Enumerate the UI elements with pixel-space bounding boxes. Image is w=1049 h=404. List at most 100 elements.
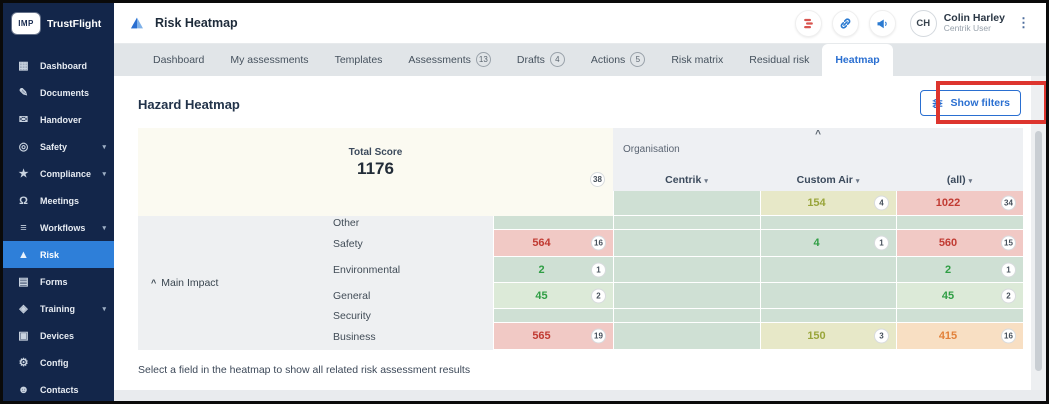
list-icon: ≡ — [20, 221, 27, 234]
heatmap-cell[interactable] — [613, 230, 760, 257]
scrollbar-thumb[interactable] — [1035, 131, 1042, 371]
page-title: Risk Heatmap — [155, 16, 238, 30]
sidebar-item-handover[interactable]: ✉ Handover — [3, 106, 114, 133]
section-title: Hazard Heatmap — [138, 97, 240, 112]
heatmap-cell[interactable]: 45 2 — [493, 283, 613, 309]
tab-label: Drafts — [516, 54, 545, 66]
total-score-block[interactable]: Total Score 1176 38 — [138, 128, 613, 216]
heatmap-cell[interactable]: 1022 34 — [896, 191, 1023, 216]
cell-count-badge: 2 — [591, 288, 606, 303]
announcements-button[interactable] — [868, 9, 896, 37]
tab-risk-matrix[interactable]: Risk matrix — [658, 44, 736, 76]
column-header-all[interactable]: (all) ▾ — [896, 174, 1023, 186]
collapse-caret-icon: ^ — [151, 278, 157, 288]
heatmap-cell[interactable]: 154 4 — [760, 191, 896, 216]
heatmap-cell[interactable] — [613, 257, 760, 283]
sidebar-item-label: Dashboard — [40, 60, 88, 71]
sidebar-item-devices[interactable]: ▣ Devices — [3, 322, 114, 349]
cell-count-badge: 4 — [874, 195, 889, 211]
column-header-custom-air[interactable]: Custom Air ▾ — [760, 174, 896, 186]
heatmap-cell[interactable] — [613, 283, 760, 309]
sidebar-item-workflows[interactable]: ≡ Workflows ▾ — [3, 214, 114, 241]
sidebar-item-forms[interactable]: ▤ Forms — [3, 268, 114, 295]
heatmap-cell[interactable]: 565 19 — [493, 323, 613, 350]
heatmap-row-business: 565 19 150 3 415 16 — [493, 323, 1023, 350]
heatmap-cell[interactable] — [760, 216, 896, 230]
heatmap-cell[interactable]: 45 2 — [896, 283, 1023, 309]
link-icon — [840, 17, 851, 29]
sidebar-item-label: Meetings — [40, 195, 80, 206]
heatmap-cell[interactable]: 564 16 — [493, 230, 613, 257]
heatmap-cell[interactable] — [493, 216, 613, 230]
sidebar-item-label: Risk — [40, 249, 60, 260]
sidebar-item-risk[interactable]: ▲ Risk — [3, 241, 114, 268]
heatmap-cell[interactable]: 150 3 — [760, 323, 896, 350]
hazard-heatmap-table: Total Score 1176 38 ^ Organisation Centr… — [138, 128, 1023, 350]
chevron-down-icon: ▾ — [968, 178, 973, 185]
heatmap-cell[interactable] — [613, 191, 760, 216]
heatmap-cell[interactable] — [613, 323, 760, 350]
tab-actions[interactable]: Actions 5 — [578, 44, 658, 76]
tab-assessments[interactable]: Assessments 13 — [395, 44, 503, 76]
tasks-button[interactable] — [794, 9, 822, 37]
heatmap-cell[interactable] — [760, 283, 896, 309]
row-label-other: Other — [333, 217, 360, 229]
envelope-icon: ✉ — [18, 114, 29, 126]
organisation-header-block: ^ Organisation Centrik ▾ Custom Air ▾ (all… — [613, 128, 1023, 191]
tab-drafts[interactable]: Drafts 4 — [504, 44, 578, 76]
tab-label: My assessments — [230, 54, 309, 66]
heatmap-cell[interactable] — [896, 309, 1023, 323]
heatmap-cell[interactable]: 560 15 — [896, 230, 1023, 257]
sidebar-item-dashboard[interactable]: ▦ Dashboard — [3, 52, 114, 79]
links-button[interactable] — [831, 9, 859, 37]
row-label-general: General — [333, 290, 371, 302]
sidebar: IMP TrustFlight ▦ Dashboard ✎ Documents … — [3, 3, 114, 401]
heatmap-cell[interactable]: 415 16 — [896, 323, 1023, 350]
sidebar-item-compliance[interactable]: ★ Compliance ▾ — [3, 160, 114, 187]
cell-value: 150 — [807, 330, 826, 342]
heatmap-cell[interactable] — [613, 309, 760, 323]
cell-value: 1022 — [935, 197, 961, 209]
sidebar-item-documents[interactable]: ✎ Documents — [3, 79, 114, 106]
overflow-menu-icon[interactable]: ⋮ — [1017, 15, 1030, 30]
sidebar-item-safety[interactable]: ◎ Safety ▾ — [3, 133, 114, 160]
avatar[interactable]: CH — [909, 9, 937, 37]
cell-value: 2 — [538, 263, 545, 276]
chevron-down-icon: ▾ — [102, 305, 106, 313]
heatmap-cell[interactable] — [613, 216, 760, 230]
page-bottom-gutter — [114, 390, 1046, 401]
show-filters-button[interactable]: Show filters — [920, 90, 1021, 116]
user-block[interactable]: Colin Harley Centrik User — [944, 12, 1005, 34]
heatmap-hint-text: Select a field in the heatmap to show al… — [138, 364, 471, 376]
chevron-down-icon: ▾ — [102, 170, 106, 178]
brand[interactable]: IMP TrustFlight — [3, 3, 114, 44]
tab-my-assessments[interactable]: My assessments — [217, 44, 321, 76]
tab-templates[interactable]: Templates — [322, 44, 396, 76]
sidebar-item-training[interactable]: ◈ Training ▾ — [3, 295, 114, 322]
row-group-main-impact[interactable]: ^ Main Impact — [151, 216, 218, 350]
user-name: Colin Harley — [943, 12, 1005, 25]
cell-value: 45 — [941, 289, 955, 302]
heatmap-cell[interactable] — [760, 309, 896, 323]
collapse-caret-icon[interactable]: ^ — [815, 129, 821, 140]
tab-residual-risk[interactable]: Residual risk — [736, 44, 822, 76]
cell-value: 154 — [807, 197, 826, 209]
heatmap-cell[interactable] — [896, 216, 1023, 230]
sidebar-item-contacts[interactable]: ☻ Contacts — [3, 376, 114, 401]
tab-dashboard[interactable]: Dashboard — [140, 44, 217, 76]
tab-heatmap[interactable]: Heatmap — [822, 44, 893, 76]
cell-value: 2 — [944, 263, 952, 276]
heatmap-cell[interactable] — [760, 257, 896, 283]
heatmap-cell[interactable] — [493, 309, 613, 323]
column-header-centrik[interactable]: Centrik ▾ — [613, 174, 760, 186]
lifebuoy-icon: ◎ — [18, 141, 29, 153]
triangle-chart-icon: ▲ — [18, 248, 29, 261]
row-labels-panel: ^ Main Impact Other Safety Environmental… — [138, 216, 493, 350]
vertical-scrollbar[interactable] — [1031, 76, 1046, 390]
sidebar-item-config[interactable]: ⚙ Config — [3, 349, 114, 376]
sidebar-item-meetings[interactable]: Ω Meetings — [3, 187, 114, 214]
